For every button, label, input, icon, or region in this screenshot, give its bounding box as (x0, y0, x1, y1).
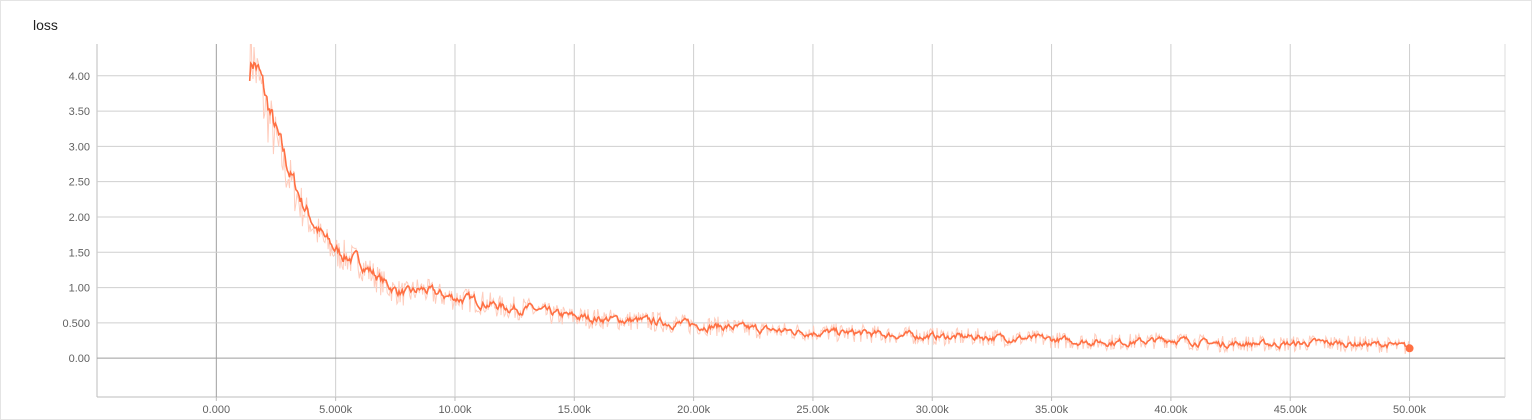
y-tick-label: 0.00 (69, 353, 90, 365)
y-tick-label: 3.00 (69, 141, 90, 153)
y-tick-label: 1.50 (69, 247, 90, 259)
loss-smoothed-line (248, 61, 1411, 350)
y-tick-label: 4.00 (69, 71, 90, 83)
x-tick-label: 45.00k (1274, 404, 1308, 416)
x-tick-label: 35.00k (1035, 404, 1069, 416)
x-tick-label: 30.00k (916, 404, 950, 416)
y-tick-label: 0.500 (62, 318, 90, 330)
y-tick-label: 3.50 (69, 106, 90, 118)
x-tick-label: 25.00k (796, 404, 830, 416)
y-tick-label: 1.00 (69, 283, 90, 295)
y-tick-label: 2.50 (69, 177, 90, 189)
x-tick-label: 0.000 (203, 404, 231, 416)
x-tick-label: 15.00k (558, 404, 592, 416)
x-tick-label: 40.00k (1154, 404, 1188, 416)
loss-raw-line (249, 44, 1410, 354)
chart-title: loss (33, 17, 58, 33)
x-tick-label: 20.00k (677, 404, 711, 416)
x-tick-label: 5.000k (319, 404, 353, 416)
x-tick-label: 10.00k (438, 404, 472, 416)
x-tick-label: 50.00k (1393, 404, 1427, 416)
last-point-marker (1405, 344, 1414, 353)
y-tick-label: 2.00 (69, 212, 90, 224)
